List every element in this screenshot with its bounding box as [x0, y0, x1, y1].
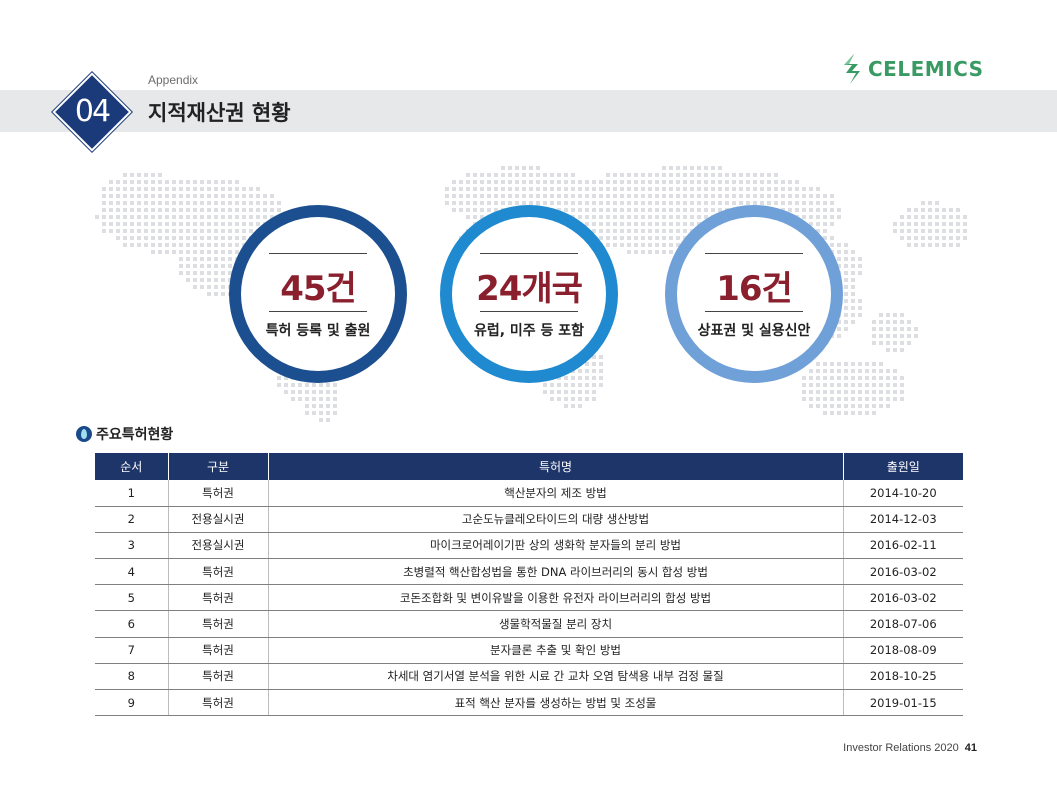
table-cell: 2016-02-11 [842, 532, 963, 560]
celemics-logo-icon [844, 54, 860, 84]
table-cell: 2014-12-03 [842, 506, 963, 533]
stat-inner: 45건 특허 등록 및 출원 [241, 217, 395, 371]
table-cell: 코돈조합화 및 변이유발을 이용한 유전자 라이브러리의 합성 방법 [267, 584, 843, 612]
table-cell: 표적 핵산 분자를 생성하는 방법 및 조성물 [267, 689, 843, 717]
table-cell: 2014-10-20 [842, 480, 963, 507]
table-cell: 1 [95, 480, 168, 507]
footer-text: Investor Relations 2020 [843, 742, 959, 754]
table-cell: 2 [95, 506, 168, 533]
table-cell: 특허권 [167, 480, 268, 507]
table-cell: 3 [95, 532, 168, 560]
table-cell: 2019-01-15 [842, 689, 963, 717]
stat-label: 상표권 및 실용신안 [697, 323, 811, 339]
table-cell: 특허권 [167, 689, 268, 717]
table-row: 9 특허권 표적 핵산 분자를 생성하는 방법 및 조성물 2019-01-15 [95, 689, 963, 717]
table-cell: 고순도뉴클레오타이드의 대량 생산방법 [267, 506, 843, 533]
divider [269, 253, 367, 254]
column-header: 출원일 [842, 453, 963, 480]
table-cell: 8 [95, 663, 168, 691]
table-cell: 7 [95, 637, 168, 664]
table-cell: 5 [95, 584, 168, 612]
header-band [0, 90, 1057, 132]
logo-text: CELEMICS [868, 57, 984, 81]
table-cell: 초병렬적 핵산합성법을 통한 DNA 라이브러리의 동시 합성 방법 [267, 558, 843, 586]
table-cell: 전용실시권 [167, 506, 268, 533]
company-logo: CELEMICS [840, 53, 984, 85]
stat-value: 16건 [716, 269, 793, 309]
table-cell: 2016-03-02 [842, 584, 963, 612]
table-cell: 분자클론 추출 및 확인 방법 [267, 637, 843, 664]
table-row: 6 특허권 생물학적물질 분리 장치 2018-07-06 [95, 610, 963, 638]
table-cell: 특허권 [167, 637, 268, 664]
column-header: 구분 [167, 453, 268, 480]
table-row: 1 특허권 핵산분자의 제조 방법 2014-10-20 [95, 480, 963, 507]
table-row: 7 특허권 분자클론 추출 및 확인 방법 2018-08-09 [95, 637, 963, 664]
stat-inner: 24개국 유럽, 미주 등 포함 [452, 217, 606, 371]
page-number: 41 [964, 742, 977, 754]
stat-trademarks: 16건 상표권 및 실용신안 [665, 205, 843, 383]
appendix-label: Appendix [148, 73, 199, 87]
table-cell: 9 [95, 689, 168, 717]
divider [480, 253, 578, 254]
table-header-row: 순서 구분 특허명 출원일 [95, 453, 963, 480]
section-title: 주요특허현황 [96, 427, 174, 443]
table-cell: 4 [95, 558, 168, 586]
stat-label: 유럽, 미주 등 포함 [473, 323, 585, 339]
table-cell: 6 [95, 610, 168, 638]
stat-value: 45건 [280, 269, 357, 309]
table-row: 4 특허권 초병렬적 핵산합성법을 통한 DNA 라이브러리의 동시 합성 방법 20… [95, 558, 963, 586]
page-footer: Investor Relations 2020 41 [843, 742, 977, 754]
table-cell: 특허권 [167, 663, 268, 691]
table-cell: 전용실시권 [167, 532, 268, 560]
table-cell: 2018-08-09 [842, 637, 963, 664]
column-header: 특허명 [267, 453, 843, 480]
divider [705, 311, 803, 312]
table-cell: 특허권 [167, 558, 268, 586]
table-cell: 핵산분자의 제조 방법 [267, 480, 843, 507]
table-row: 3 전용실시권 마이크로어레이기판 상의 생화학 분자들의 분리 방법 2016-02… [95, 532, 963, 560]
table-cell: 마이크로어레이기판 상의 생화학 분자들의 분리 방법 [267, 532, 843, 560]
table-cell: 차세대 염기서열 분석을 위한 시료 간 교차 오염 탐색용 내부 검정 물질 [267, 663, 843, 691]
table-cell: 2018-07-06 [842, 610, 963, 638]
table-cell: 특허권 [167, 584, 268, 612]
table-row: 2 전용실시권 고순도뉴클레오타이드의 대량 생산방법 2014-12-03 [95, 506, 963, 533]
table-cell: 생물학적물질 분리 장치 [267, 610, 843, 638]
table-cell: 특허권 [167, 610, 268, 638]
bullet-drop-icon [76, 426, 92, 442]
column-header: 순서 [95, 453, 168, 480]
stat-value: 24개국 [476, 269, 583, 309]
stat-inner: 16건 상표권 및 실용신안 [677, 217, 831, 371]
table-cell: 2016-03-02 [842, 558, 963, 586]
stat-label: 특허 등록 및 출원 [265, 323, 371, 339]
divider [269, 311, 367, 312]
stat-patents: 45건 특허 등록 및 출원 [229, 205, 407, 383]
page-title: 지적재산권 현황 [148, 101, 291, 125]
section-heading: 주요특허현황 [76, 424, 173, 444]
patent-table: 순서 구분 특허명 출원일 1 특허권 핵산분자의 제조 방법 2014-10-20 2… [95, 453, 963, 717]
table-cell: 2018-10-25 [842, 663, 963, 691]
table-row: 8 특허권 차세대 염기서열 분석을 위한 시료 간 교차 오염 탐색용 내부 검정… [95, 663, 963, 691]
divider [480, 311, 578, 312]
section-number: 04 [74, 94, 111, 129]
section-number-badge: 04 [52, 72, 132, 152]
table-row: 5 특허권 코돈조합화 및 변이유발을 이용한 유전자 라이브러리의 합성 방법 20… [95, 584, 963, 612]
divider [705, 253, 803, 254]
stat-countries: 24개국 유럽, 미주 등 포함 [440, 205, 618, 383]
